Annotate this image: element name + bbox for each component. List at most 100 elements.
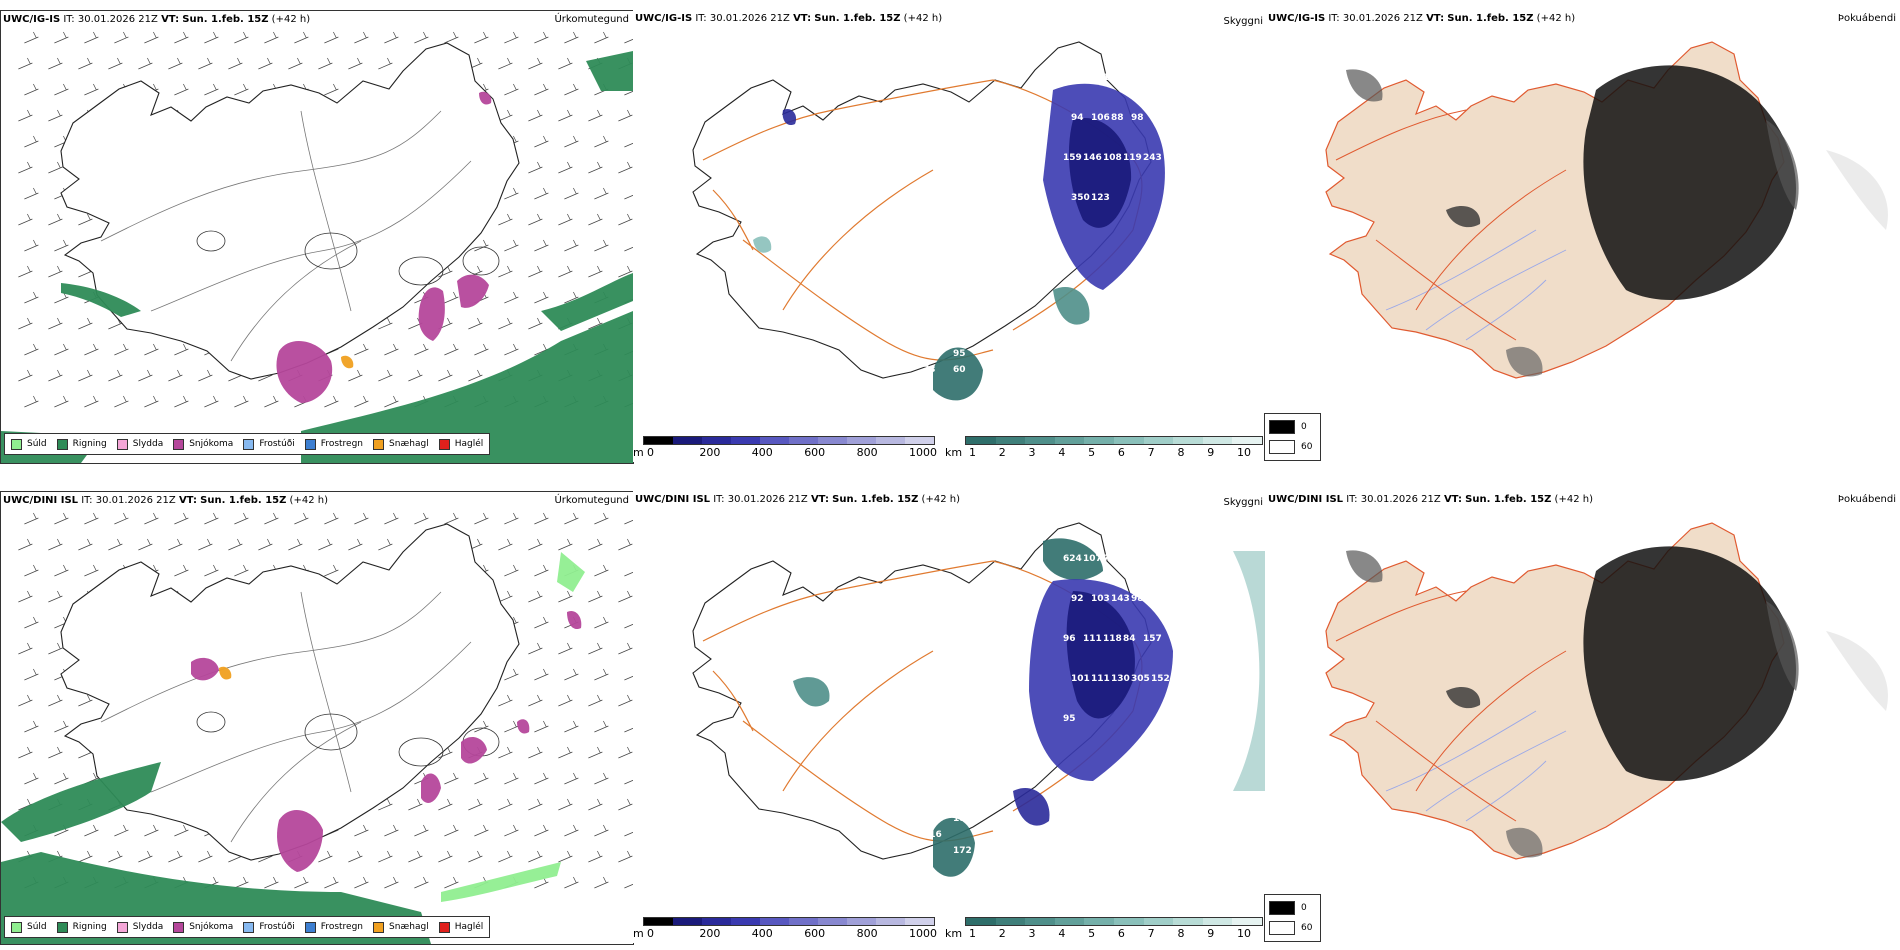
scale-color-step (760, 918, 789, 925)
ceiling-value-label: 92 (1071, 594, 1084, 604)
scale-tick-label: 8 (1177, 927, 1185, 940)
legend-item-snæhagl: Snæhagl (373, 921, 429, 933)
scale-tick-label: 5 (1088, 927, 1096, 940)
scale-color-step (702, 437, 731, 444)
legend-swatch (116, 921, 128, 933)
scale-tick-label: 0 (647, 446, 654, 459)
scale-color-step (966, 918, 996, 925)
ceiling-value-label: 95 (1063, 714, 1076, 724)
scale-color-step (731, 918, 760, 925)
ceiling-value-label: 96 (1063, 634, 1076, 644)
scale-color-step (847, 918, 876, 925)
legend-swatch (438, 438, 450, 450)
legend-swatch (173, 921, 185, 933)
panel-field-name: Skyggni (1223, 16, 1263, 27)
ceiling-value-label: 70 (1123, 73, 1136, 83)
legend-item-snjókoma: Snjókoma (173, 921, 234, 933)
scale-color-step (789, 437, 818, 444)
scale-color-step (1202, 918, 1233, 925)
scale-color-step (731, 437, 760, 444)
scale-color-step (1054, 918, 1085, 925)
legend-label: Súld (27, 439, 47, 449)
scale-color-step (673, 918, 702, 925)
legend-label: Snjókoma (189, 439, 234, 449)
panel-field-name: Úrkomutegund (554, 495, 629, 506)
fog-key-item: 0 (1269, 901, 1307, 915)
fog-key-item: 0 (1269, 420, 1307, 434)
legend-item-frostúði: Frostúði (243, 921, 295, 933)
legend-label: Rigning (72, 922, 107, 932)
scale-tick-label: 10 (1237, 446, 1251, 459)
scale-color-step (644, 918, 673, 925)
scale-tick-label: 3 (1028, 446, 1036, 459)
ceiling-value-label: 103 (1091, 594, 1110, 604)
panel-title: UWC/DINI ISL IT: 30.01.2026 21Z VT: Sun.… (635, 494, 960, 505)
ceiling-value-label: 152 (1151, 674, 1170, 684)
scale-color-step (789, 918, 818, 925)
ceiling-value-label: 143 (1111, 594, 1130, 604)
ceiling-value-label: 624 (1063, 554, 1082, 564)
legend-swatch (438, 921, 450, 933)
legend-label: Snjókoma (189, 922, 234, 932)
ceiling-value-label: 73 (923, 365, 936, 375)
legend-item-snæhagl: Snæhagl (373, 438, 429, 450)
ceiling-value-label: 111 (1083, 634, 1102, 644)
ceiling-value-label: 130 (1111, 674, 1130, 684)
scale-tick-label: 8 (1177, 446, 1185, 459)
precip-type-legend: Súld Rigning Slydda Snjókoma Frostúði Frostre… (4, 433, 491, 455)
scale-tick-label: 4 (1058, 927, 1066, 940)
ceiling-value-label: 94 (1071, 113, 1084, 123)
fog-key-label: 0 (1301, 422, 1307, 432)
height-scale: m 0 200 400 600 800 1000 (633, 436, 938, 462)
legend-item-súld: Súld (11, 921, 47, 933)
legend-label: Frostúði (259, 439, 295, 449)
ceiling-value-label: 316 (923, 830, 942, 840)
iceland-fog-map (1325, 522, 1888, 860)
scale-color-step (1025, 918, 1055, 925)
ceiling-value-label: 98 (1131, 594, 1144, 604)
scale-tick-label: 600 (804, 927, 826, 940)
legend-item-haglél: Haglél (438, 438, 483, 450)
scale-color-bar (965, 436, 1263, 445)
fog-key-item: 60 (1269, 440, 1312, 454)
scale-tick-label: 200 (699, 446, 721, 459)
fog-key-item: 60 (1269, 921, 1312, 935)
scale-unit: km (945, 446, 963, 459)
fog-panel-row2: UWC/DINI ISL IT: 30.01.2026 21Z VT: Sun.… (1266, 491, 1900, 943)
legend-swatch (173, 438, 185, 450)
legend-item-snjókoma: Snjókoma (173, 438, 234, 450)
scale-color-step (1173, 918, 1203, 925)
panel-field-name: Þokuábendi (1837, 13, 1896, 24)
legend-swatch (116, 438, 128, 450)
scale-color-step (1143, 437, 1174, 444)
ceiling-value-label: 183 (953, 814, 972, 824)
legend-swatch (304, 438, 316, 450)
iceland-ceiling-map: 557 803 112 70 77 94 106 88 98 89 159 146 108 119 243 3… (692, 41, 1165, 401)
ceiling-value-label: 350 (1071, 193, 1090, 203)
precip-type-panel-row1: UWC/IG-IS IT: 30.01.2026 21Z VT: Sun. 1.… (0, 10, 634, 464)
ceiling-value-label: 118 (1103, 634, 1122, 644)
scale-color-step (847, 437, 876, 444)
ceiling-value-label: 89 (1151, 113, 1164, 123)
ceiling-value-label: 111 (1091, 674, 1110, 684)
scale-color-step (1084, 918, 1114, 925)
legend-item-slydda: Slydda (116, 921, 163, 933)
ceiling-panel-row1: UWC/IG-IS IT: 30.01.2026 21Z VT: Sun. 1.… (633, 10, 1265, 462)
fog-key-swatch (1269, 420, 1295, 434)
scale-tick-label: 1 (969, 446, 976, 459)
ceiling-value-label: 112 (1151, 594, 1170, 604)
scale-color-step (1173, 437, 1203, 444)
scale-tick-label: 10 (1237, 927, 1251, 940)
legend-swatch (243, 438, 255, 450)
scale-color-step (905, 437, 934, 444)
scale-tick-label: 400 (751, 446, 773, 459)
scale-color-step (1113, 437, 1144, 444)
scale-color-step (818, 918, 847, 925)
scale-tick-label: 7 (1147, 927, 1155, 940)
legend-item-súld: Súld (11, 438, 47, 450)
legend-label: Frostúði (259, 922, 295, 932)
legend-item-rigning: Rigning (56, 921, 107, 933)
legend-item-haglél: Haglél (438, 921, 483, 933)
scale-color-step (818, 437, 847, 444)
